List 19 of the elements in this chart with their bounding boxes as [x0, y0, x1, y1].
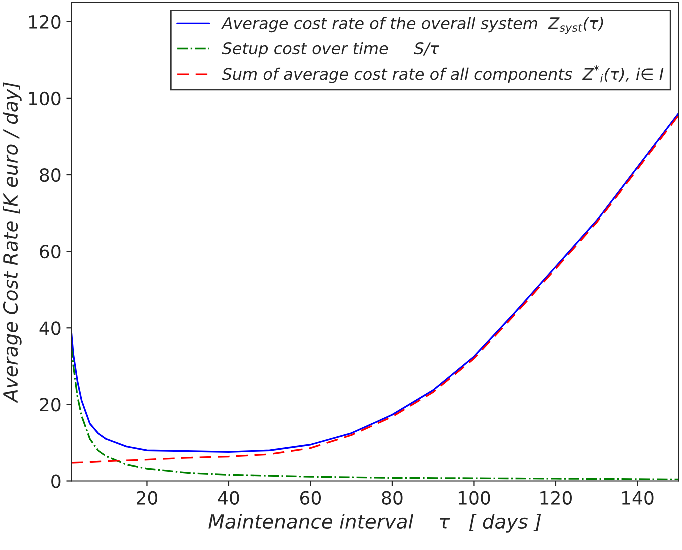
x-tick-label: 20: [137, 491, 158, 505]
legend-label: Sum of average cost rate of all components Z$^{*}$$_{i}$(τ), i∈ I: [222, 66, 664, 84]
y-tick-label: 60: [40, 245, 61, 259]
x-tick-label: 60: [300, 491, 322, 505]
x-tick-label: 40: [218, 491, 240, 505]
y-tick-label: 20: [40, 398, 61, 412]
y-tick-label: 100: [29, 92, 61, 106]
legend-label: Average cost rate of the overall system Z$_{syst}$(τ): [221, 17, 604, 34]
x-tick-label: 140: [622, 491, 654, 505]
y-tick-label: 80: [40, 168, 61, 182]
y-tick-label: 120: [29, 15, 61, 30]
x-tick-label: 100: [458, 491, 490, 505]
legend-label: Setup cost over time S/τ: [222, 42, 440, 58]
x-tick-label: 80: [382, 491, 403, 505]
y-tick-label: 40: [40, 322, 61, 336]
x-tick-label: 120: [540, 491, 572, 505]
y-tick-label: 0: [52, 474, 61, 488]
x-axis-title: Maintenance interval τ [ days ]: [208, 514, 542, 533]
y-axis-title: Average Cost Rate [K euro / day]: [3, 82, 22, 404]
